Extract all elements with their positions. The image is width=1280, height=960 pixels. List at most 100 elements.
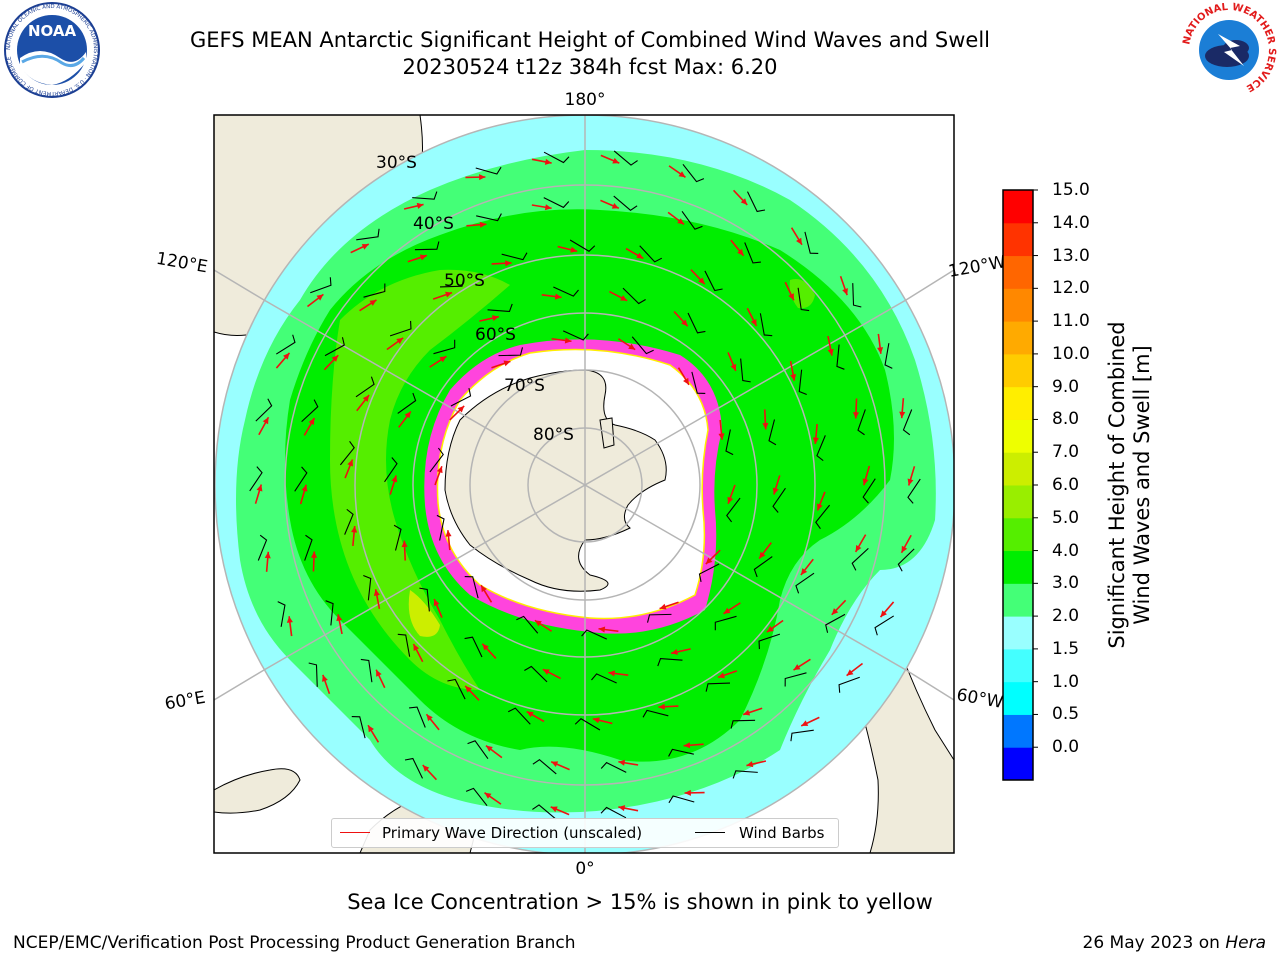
- wave-arrow-head: [743, 709, 751, 716]
- wave-arrow-head: [598, 626, 606, 633]
- wave-arrow-head: [264, 551, 271, 559]
- colorbar-segment: [1003, 288, 1033, 322]
- wave-arrow-head: [351, 526, 358, 533]
- wave-arrow-head: [901, 545, 908, 553]
- wind-barb: [419, 587, 430, 612]
- wind-barb: [301, 399, 319, 423]
- wind-barb: [874, 615, 894, 636]
- wind-barb: [668, 748, 694, 757]
- wind-barb: [730, 719, 756, 729]
- wave-arrow-head: [481, 585, 487, 593]
- colorbar-segment: [1003, 321, 1033, 355]
- wind-barb: [600, 806, 627, 819]
- wind-barb: [816, 435, 826, 462]
- wind-barb: [412, 191, 438, 200]
- colorbar-tick-label: 14.0: [1052, 212, 1090, 233]
- wave-arrow-head: [391, 475, 398, 483]
- colorbar-tick-label: 9.0: [1052, 376, 1080, 397]
- wave-arrow-head: [368, 725, 374, 733]
- wind-barb: [657, 657, 683, 667]
- colorbar-title: Significant Height of Combined Wind Wave…: [1105, 321, 1154, 649]
- wind-barb: [487, 303, 513, 313]
- wind-barb: [475, 166, 502, 175]
- wave-arrow-head: [526, 711, 534, 718]
- wind-barb: [714, 615, 737, 631]
- wind-barb: [744, 242, 761, 264]
- wave-arrow-head: [620, 295, 628, 301]
- wave-arrow-head: [618, 805, 626, 812]
- wave-arrow-head: [482, 643, 489, 651]
- wave-arrow-head: [465, 685, 472, 693]
- wind-barb: [622, 287, 646, 305]
- wind-barb: [825, 613, 846, 633]
- colorbar-tick-label: 10.0: [1052, 343, 1090, 364]
- wave-arrow-head: [570, 246, 578, 253]
- wave-arrow-head: [812, 437, 819, 444]
- wind-barb: [691, 371, 706, 394]
- wind-barb: [439, 278, 465, 288]
- colorbar-tick-label: 3.0: [1052, 573, 1080, 594]
- wave-arrow-head: [416, 202, 424, 209]
- wave-arrow-head: [426, 714, 433, 722]
- wave-arrow-head: [740, 198, 748, 205]
- wind-barb: [581, 629, 608, 640]
- wave-arrow-head: [852, 412, 860, 419]
- wave-direction-arrows: [254, 154, 916, 816]
- wind-barb: [768, 419, 777, 446]
- wind-barb: [310, 277, 332, 294]
- wind-barb: [884, 343, 893, 369]
- wave-arrow-head: [766, 626, 774, 633]
- wave-arrow-head: [800, 568, 808, 575]
- wind-barb: [409, 706, 426, 728]
- wave-arrow-head: [286, 616, 293, 623]
- wind-barb: [465, 787, 488, 807]
- map-legend: Primary Wave Direction (unscaled) Wind B…: [331, 818, 839, 848]
- wind-barb: [339, 440, 355, 466]
- wave-arrow-head: [730, 363, 737, 371]
- wind-barb: [501, 252, 528, 261]
- chart-subtitle: 20230524 t12z 384h fcst Max: 6.20: [402, 55, 778, 79]
- wave-arrow-head: [433, 599, 440, 607]
- wave-arrow-head: [436, 466, 443, 474]
- wave-arrow-head: [551, 761, 559, 767]
- wave-arrow-head: [793, 664, 801, 671]
- wave-arrow-head: [331, 355, 339, 362]
- legend-wind-barbs-label: Wind Barbs: [739, 824, 825, 842]
- wind-barb: [797, 287, 810, 312]
- lat-label-70s: 70°S: [504, 376, 545, 396]
- wave-arrow-head: [636, 252, 644, 259]
- wind-barb: [815, 504, 831, 530]
- noaa-logo-icon: NOAA NATIONAL OCEANIC AND ATMOSPHERIC AD…: [4, 2, 100, 98]
- wave-arrow-head: [877, 347, 884, 354]
- wind-barb-legend-line: [695, 832, 725, 833]
- wind-barb: [862, 478, 876, 504]
- colorbar-tick-label: 6.0: [1052, 475, 1080, 495]
- wave-arrow-head: [684, 789, 691, 796]
- wave-direction-legend-line: [340, 832, 370, 833]
- wind-barb: [436, 514, 445, 541]
- wind-barb: [464, 576, 479, 599]
- wind-barb: [569, 239, 596, 252]
- wave-arrow-head: [678, 171, 686, 178]
- legend-wave-direction-label: Primary Wave Direction (unscaled): [382, 824, 643, 842]
- wind-barb: [363, 283, 386, 298]
- wave-arrow-head: [369, 299, 377, 306]
- wind-barb: [772, 487, 786, 513]
- wind-barb: [324, 337, 345, 357]
- wind-barb: [574, 718, 601, 731]
- wind-barb: [646, 613, 672, 623]
- wave-arrow-head: [492, 315, 499, 322]
- colorbar-tick-label: 1.0: [1052, 671, 1080, 692]
- wind-barb: [857, 409, 866, 436]
- wave-arrow-head: [301, 484, 308, 492]
- colorbar-tick-label: 13.0: [1052, 245, 1090, 266]
- wave-arrow-head: [880, 610, 887, 618]
- colorbar-segment: [1003, 255, 1033, 289]
- wind-barb: [429, 447, 444, 473]
- wind-barb: [591, 673, 617, 684]
- colorbar-segment: [1003, 222, 1033, 257]
- wind-barb: [450, 388, 472, 407]
- wave-arrow-head: [544, 204, 552, 211]
- wind-barb: [746, 191, 766, 213]
